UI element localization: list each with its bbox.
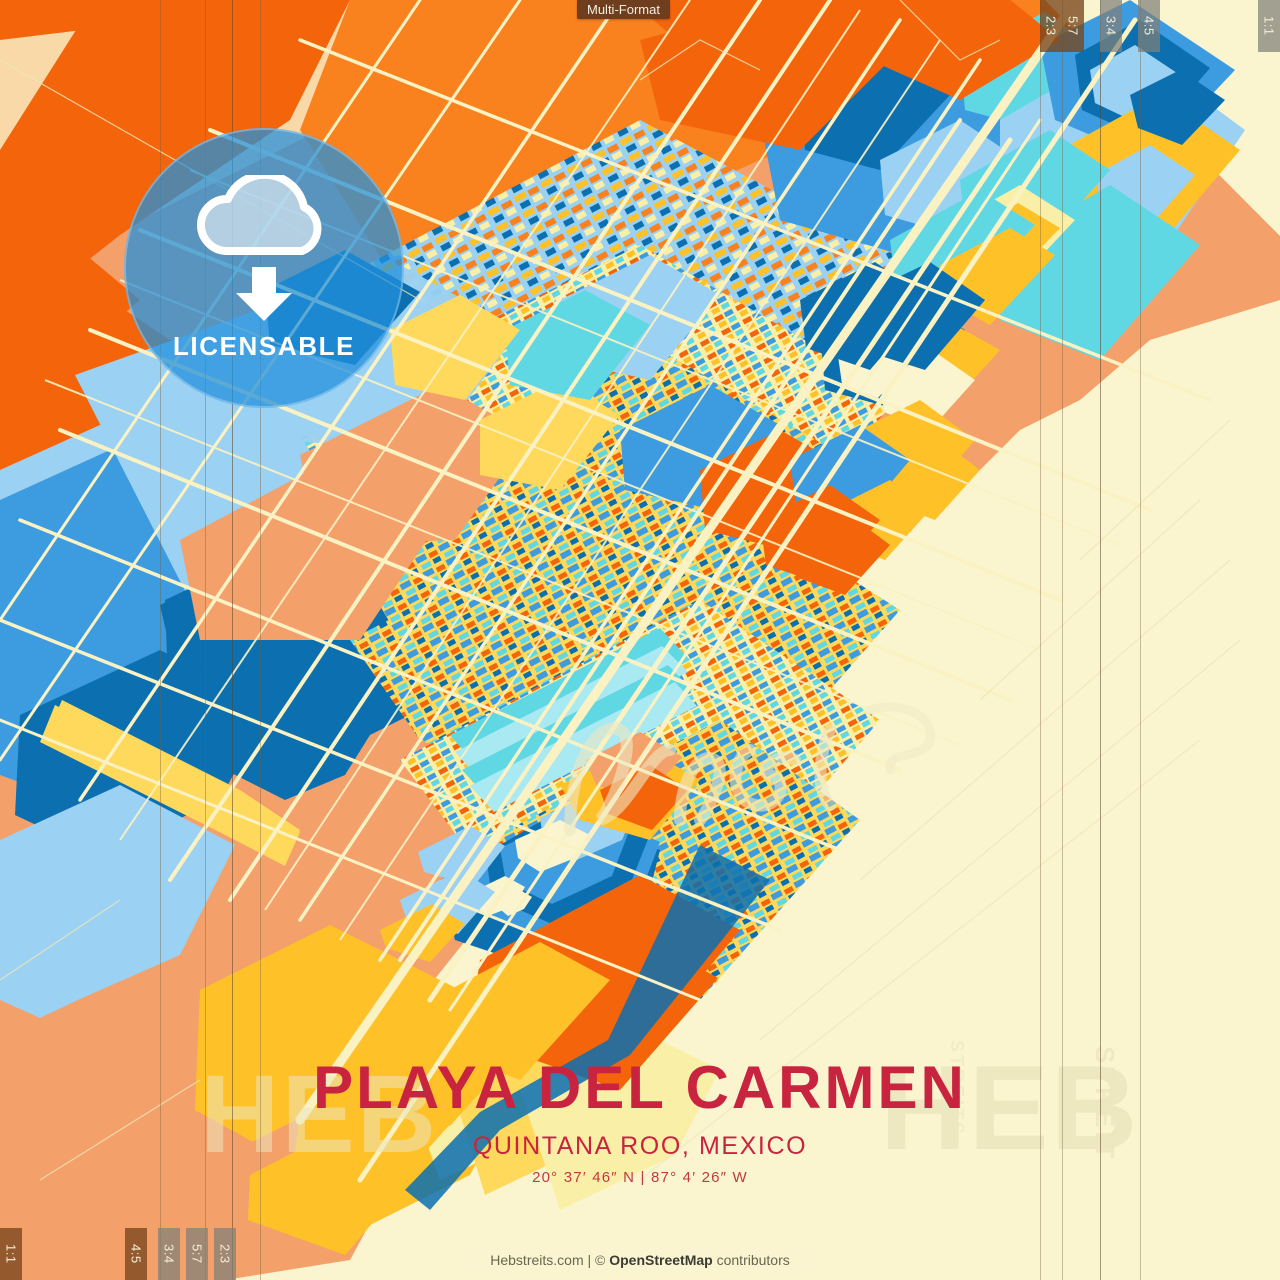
guide-line (1100, 0, 1101, 1280)
ratio-tab-label: 5:7 (189, 1244, 205, 1264)
attribution-contributors: contributors (712, 1252, 790, 1268)
copyright-symbol: © (595, 1252, 610, 1268)
ratio-tab-label: 1:1 (1261, 16, 1277, 36)
ratio-tab-1-1-top[interactable]: 1:1 (1258, 0, 1280, 52)
licensable-label: LICENSABLE (172, 330, 356, 361)
page-title: PLAYA DEL CARMEN (313, 1054, 967, 1121)
guide-line (1140, 0, 1141, 1280)
ratio-tab-label: 4:5 (1141, 16, 1157, 36)
guide-line (232, 0, 233, 1280)
region-subtitle: QUINTANA ROO, MEXICO (472, 1132, 808, 1160)
ratio-tab-label: 4:5 (128, 1244, 144, 1264)
attribution-site[interactable]: Hebstreits.com (490, 1252, 584, 1268)
openstreetmap-link[interactable]: OpenStreetMap (609, 1252, 713, 1268)
guide-line (205, 0, 206, 1280)
title-block: PLAYA DEL CARMEN QUINTANA ROO, MEXICO 20… (0, 1054, 1280, 1187)
ratio-tab-4-5-bottom[interactable]: 4:5 (125, 1228, 147, 1280)
guide-line (1040, 0, 1041, 1280)
ratio-tab-label: 3:4 (1103, 16, 1119, 36)
ratio-tab-1-1-bottom[interactable]: 1:1 (0, 1228, 22, 1280)
ratio-tab-2-3-bottom[interactable]: 2:3 (214, 1228, 236, 1280)
ratio-tab-3-4-bottom[interactable]: 3:4 (158, 1228, 180, 1280)
ratio-tab-5-7-top[interactable]: 5:7 (1062, 0, 1084, 52)
ratio-tab-2-3-top[interactable]: 2:3 (1040, 0, 1062, 52)
ratio-tab-label: 5:7 (1065, 16, 1081, 36)
ratio-tab-label: 2:3 (1043, 16, 1059, 36)
multi-format-badge[interactable]: Multi-Format (577, 0, 670, 19)
coordinates-text: 20° 37′ 46″ N | 87° 4′ 26″ W (532, 1169, 748, 1186)
cloud-download-icon (197, 174, 322, 321)
guide-line (1062, 0, 1063, 1280)
guide-line (160, 0, 161, 1280)
licensable-badge[interactable]: LICENSABLE (124, 128, 404, 408)
ratio-tab-5-7-bottom[interactable]: 5:7 (186, 1228, 208, 1280)
ratio-tab-label: 1:1 (3, 1244, 19, 1264)
ratio-tab-label: 2:3 (217, 1244, 233, 1264)
guide-line (260, 0, 261, 1280)
ratio-tab-label: 3:4 (161, 1244, 177, 1264)
ratio-tab-4-5-top[interactable]: 4:5 (1138, 0, 1160, 52)
attribution-bar: Hebstreits.com | © OpenStreetMap contrib… (474, 1248, 806, 1272)
ratio-tab-3-4-top[interactable]: 3:4 (1100, 0, 1122, 52)
attribution-separator: | (583, 1252, 596, 1268)
